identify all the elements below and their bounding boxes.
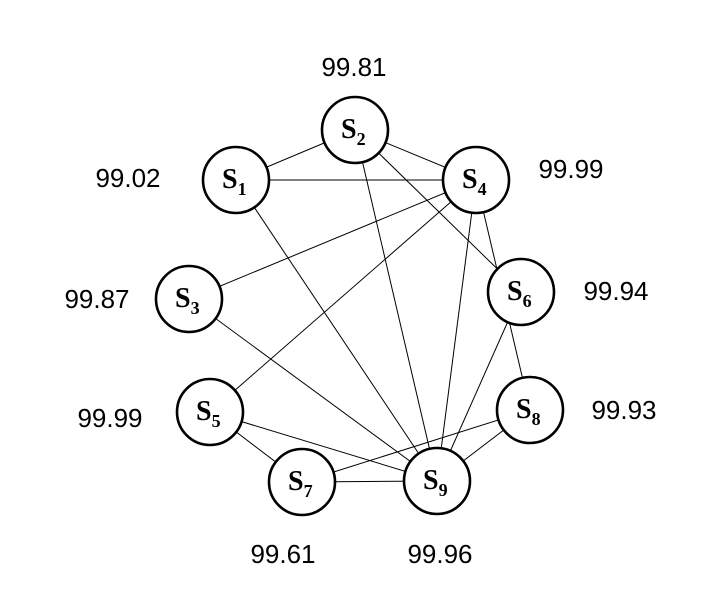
node-letter: S	[175, 283, 191, 314]
values-layer: 99.02 99.81 99.87 99.99 99.99 99.94 99.61 99.93…	[64, 52, 656, 569]
node-s5: S5	[175, 377, 245, 447]
node-letter: S	[507, 276, 523, 307]
node-circle	[175, 377, 245, 447]
edge-s1-s9	[235, 179, 438, 482]
node-label: S3	[175, 283, 200, 318]
node-label: S5	[196, 396, 221, 431]
node-subscript: 2	[357, 129, 366, 149]
edge-s4-s9	[436, 179, 477, 482]
edge-s7-s8	[301, 409, 531, 483]
node-value-s2: 99.81	[321, 52, 386, 82]
edge-s2-s6	[354, 129, 522, 293]
edge-s4-s5	[209, 179, 477, 413]
node-s9: S9	[402, 446, 472, 516]
node-circle	[495, 375, 565, 445]
node-s6: S6	[486, 257, 556, 327]
node-subscript: 5	[212, 411, 221, 431]
node-circle	[402, 446, 472, 516]
node-subscript: 8	[532, 409, 541, 429]
edge-s3-s4	[188, 179, 477, 300]
node-circle	[320, 95, 390, 165]
node-value-s8: 99.93	[591, 395, 656, 425]
node-circle	[441, 145, 511, 215]
node-s8: S8	[495, 375, 565, 445]
node-label: S2	[341, 114, 366, 149]
node-label: S8	[516, 394, 541, 429]
node-s4: S4	[441, 145, 511, 215]
node-subscript: 6	[523, 291, 532, 311]
node-value-s6: 99.94	[583, 276, 648, 306]
node-value-s3: 99.87	[64, 284, 129, 314]
edge-s6-s9	[436, 291, 522, 482]
node-letter: S	[196, 396, 212, 427]
node-label: S1	[222, 164, 247, 199]
node-letter: S	[516, 394, 532, 425]
node-subscript: 3	[191, 298, 200, 318]
node-subscript: 4	[478, 179, 487, 199]
node-letter: S	[423, 465, 439, 496]
node-value-s1: 99.02	[95, 163, 160, 193]
node-circle	[267, 447, 337, 517]
node-letter: S	[222, 164, 238, 195]
node-s7: S7	[267, 447, 337, 517]
node-label: S6	[507, 276, 532, 311]
node-label: S4	[462, 164, 487, 199]
edge-s2-s9	[354, 129, 438, 482]
node-letter: S	[341, 114, 357, 145]
edge-s5-s9	[209, 411, 438, 482]
node-circle	[154, 264, 224, 334]
edge-s3-s9	[188, 298, 438, 482]
node-value-s4: 99.99	[538, 154, 603, 184]
node-circle	[201, 145, 271, 215]
node-circle	[486, 257, 556, 327]
node-label: S7	[288, 466, 313, 501]
node-s3: S3	[154, 264, 224, 334]
node-label: S9	[423, 465, 448, 500]
node-value-s9: 99.96	[407, 539, 472, 569]
node-subscript: 7	[304, 481, 313, 501]
node-s1: S1	[201, 145, 271, 215]
node-value-s5: 99.99	[77, 403, 142, 433]
node-letter: S	[288, 466, 304, 497]
node-value-s7: 99.61	[250, 539, 315, 569]
node-letter: S	[462, 164, 478, 195]
node-subscript: 1	[238, 179, 247, 199]
node-s2: S2	[320, 95, 390, 165]
node-subscript: 9	[439, 480, 448, 500]
